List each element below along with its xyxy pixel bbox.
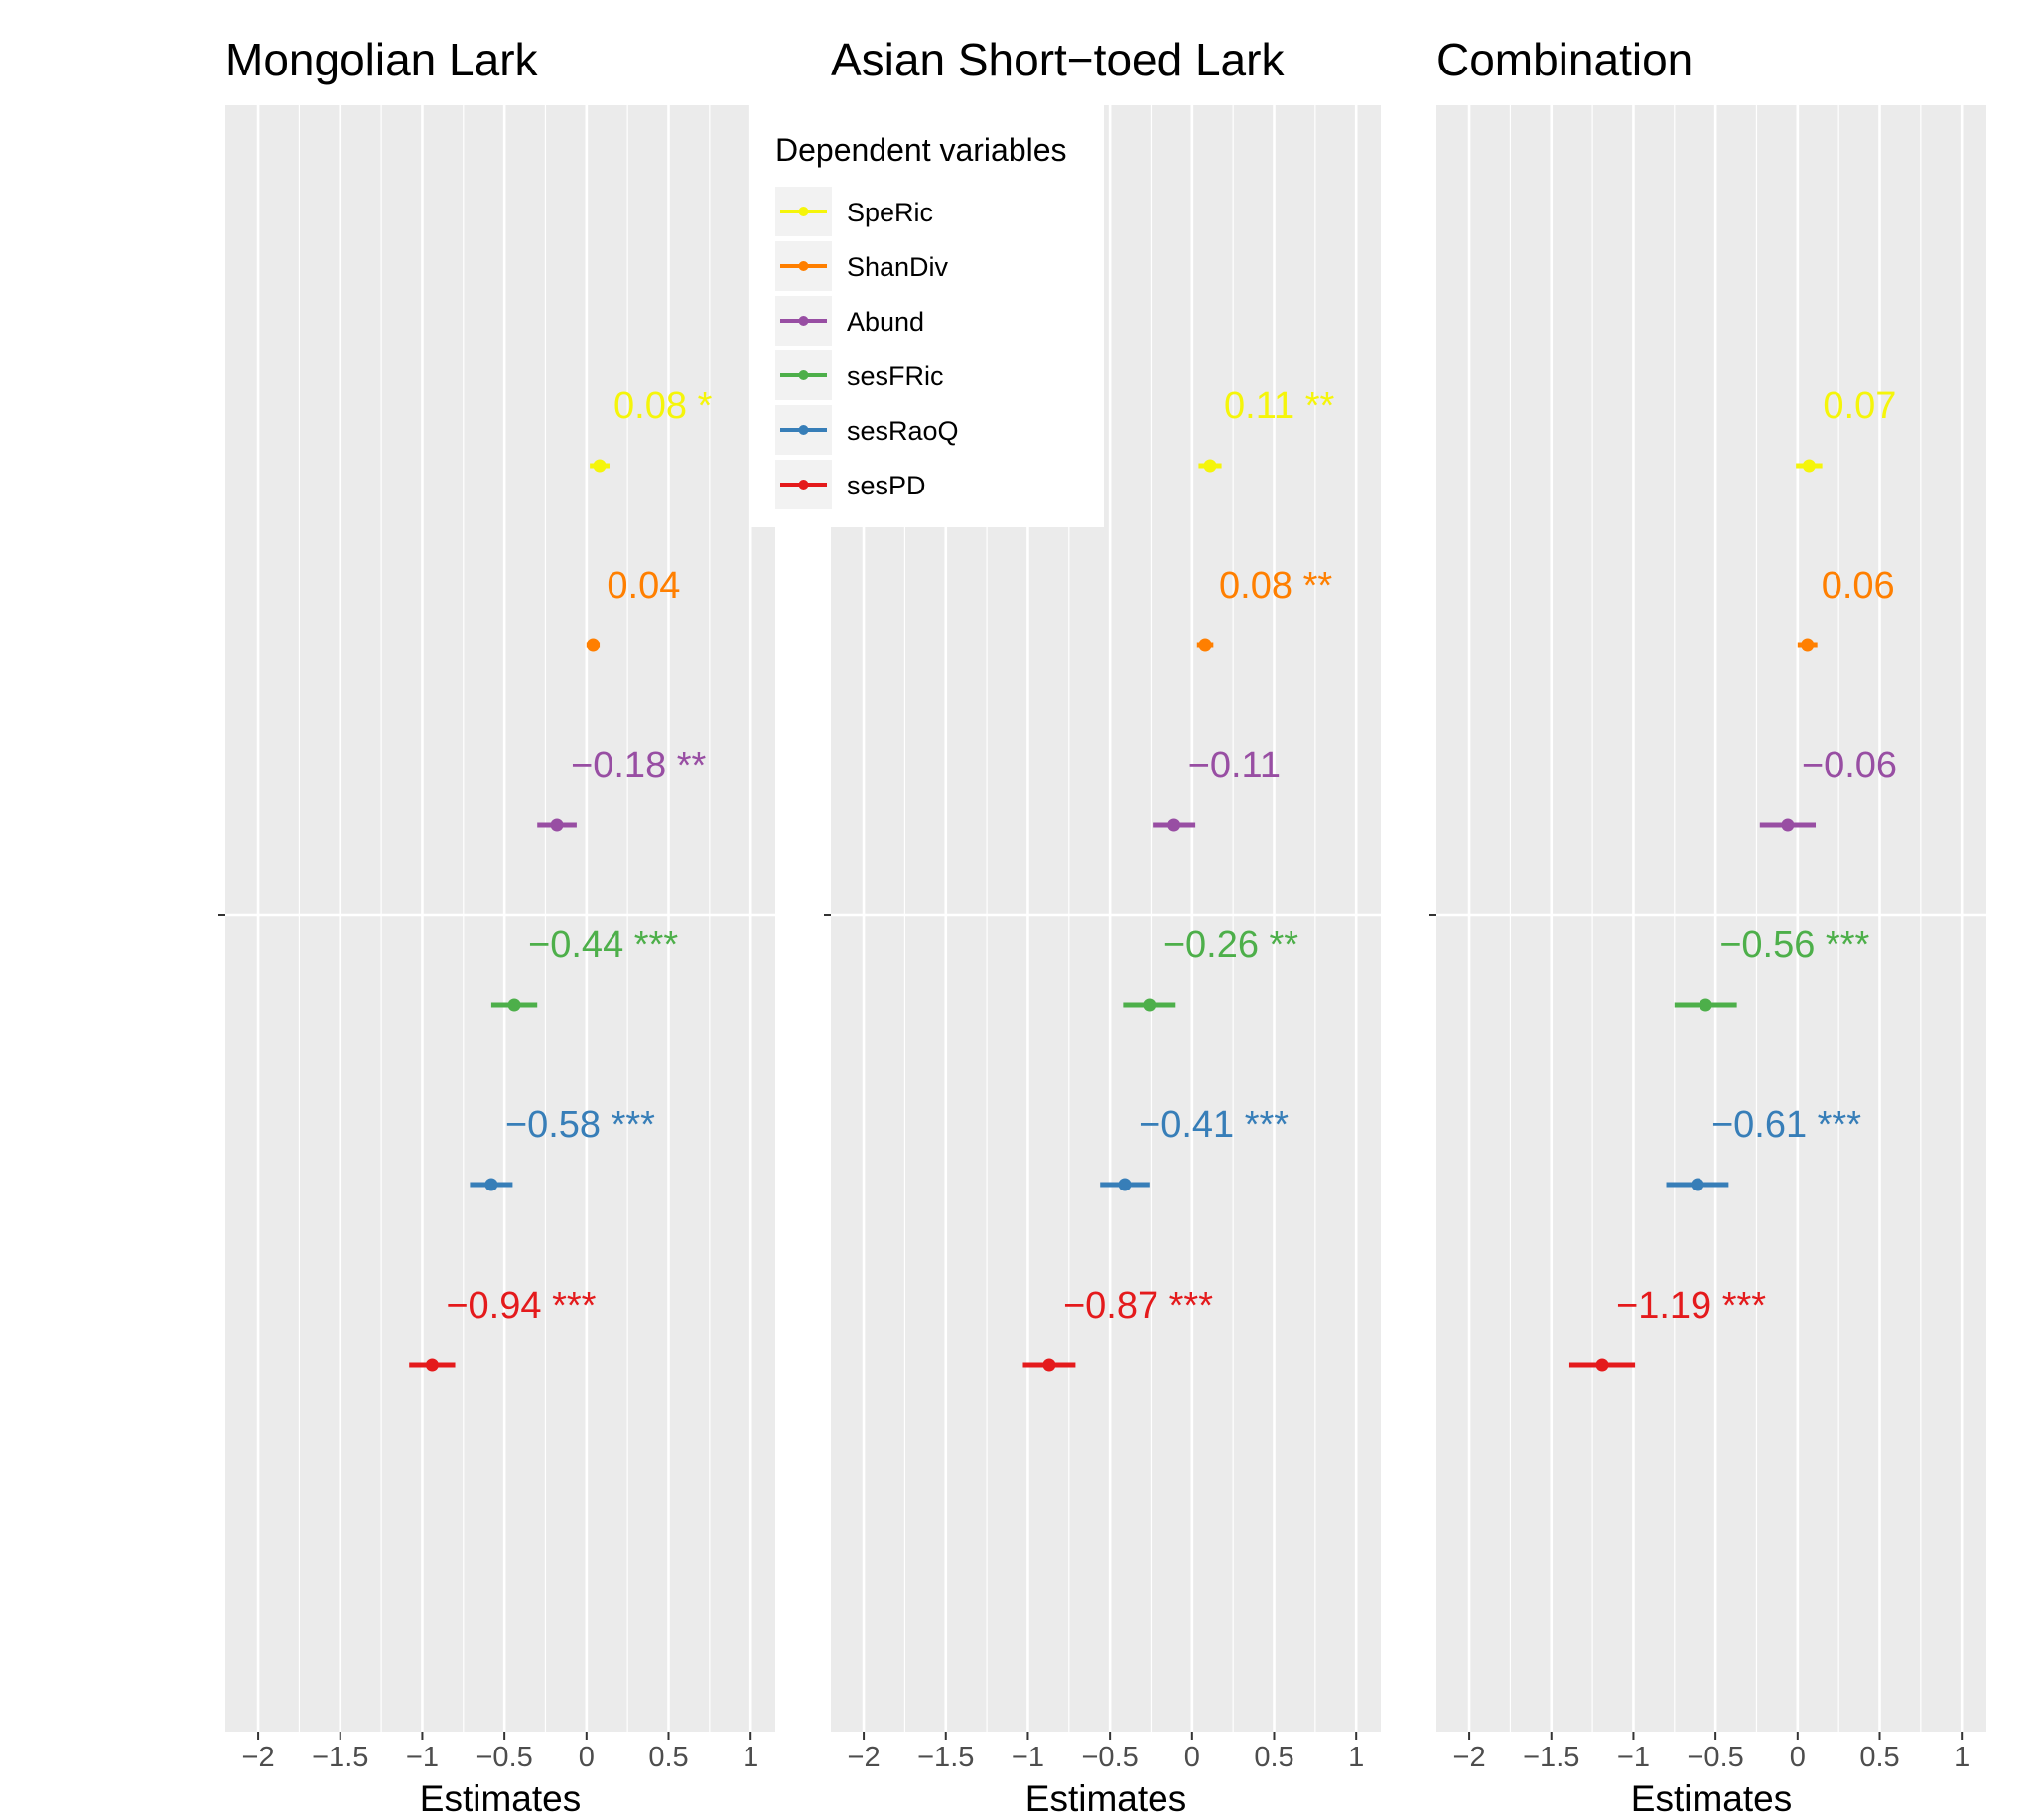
panel-background [225,105,775,1732]
legend-key-point [798,261,809,271]
x-tick-label: 1 [1348,1742,1364,1773]
point-sesraoq [1691,1178,1704,1191]
point-speric [1203,459,1217,473]
point-sesraoq [484,1178,498,1191]
x-tick-label: −0.5 [1688,1742,1744,1773]
x-tick-label: −2 [848,1742,881,1773]
legend-entry-shandiv: ShanDiv [847,252,949,282]
point-sesraoq [1118,1178,1132,1191]
x-axis-label: Estimates [1025,1778,1186,1819]
estimate-label-sesraoq: −0.41 *** [1139,1104,1289,1146]
legend-entry-sesraoq: sesRaoQ [847,416,959,446]
x-tick-label: 0 [1790,1742,1806,1773]
x-tick-label: −2 [242,1742,275,1773]
estimate-label-shandiv: 0.08 ** [1219,565,1332,607]
x-tick-label: −0.5 [1082,1742,1139,1773]
estimate-label-sespd: −1.19 *** [1616,1285,1766,1327]
x-tick-label: 0.5 [1254,1742,1293,1773]
legend-entry-abund: Abund [847,307,924,337]
point-abund [1781,818,1795,832]
estimate-label-speric: 0.08 * [613,385,713,427]
legend-title: Dependent variables [775,132,1067,168]
estimate-label-sesfric: −0.44 *** [528,924,678,966]
point-sespd [425,1358,439,1372]
panel-title: Mongolian Lark [225,34,539,85]
panel-3: −2 −1.5 −1 −0.5 0 0.5 1 Estimates Combination 0.0… [1429,34,1986,1819]
point-abund [1167,818,1181,832]
estimate-label-sesfric: −0.26 ** [1163,924,1298,966]
point-speric [1802,459,1816,473]
x-tick-label: 0 [579,1742,595,1773]
point-speric [593,459,607,473]
point-abund [550,818,564,832]
panel-1: −2 −1.5 −1 −0.5 0 0.5 1 Estimates Mongolian Lark… [218,34,775,1819]
estimate-label-abund: −0.11 [1188,745,1281,786]
legend-key-point [798,480,809,490]
legend-key-point [798,207,809,216]
legend: Dependent variables SpeRic ShanDiv Abund ses… [750,105,1104,527]
point-sesfric [1143,998,1156,1012]
legend-key-point [798,425,809,435]
x-tick-label: 0.5 [648,1742,688,1773]
estimate-label-abund: −0.18 ** [571,745,706,786]
panel-background [1436,105,1986,1732]
x-tick-label: −1 [1617,1742,1650,1773]
estimate-label-sesraoq: −0.58 *** [505,1104,655,1146]
estimate-label-sespd: −0.87 *** [1063,1285,1213,1327]
x-tick-label: −1.5 [1523,1742,1579,1773]
point-sesfric [507,998,521,1012]
panel-title: Combination [1436,34,1693,85]
legend-key-point [798,370,809,380]
x-tick-label: −1.5 [312,1742,368,1773]
legend-entry-sesfric: sesFRic [847,361,944,391]
x-tick-label: 1 [1954,1742,1970,1773]
legend-entry-speric: SpeRic [847,198,933,227]
point-sespd [1595,1358,1609,1372]
estimate-label-sesraoq: −0.61 *** [1711,1104,1861,1146]
point-sesfric [1699,998,1712,1012]
estimate-label-shandiv: 0.06 [1822,565,1895,607]
x-axis-label: Estimates [1631,1778,1792,1819]
x-tick-label: 1 [743,1742,758,1773]
x-tick-label: 0.5 [1859,1742,1899,1773]
legend-key-point [798,316,809,326]
legend-entry-sespd: sesPD [847,471,926,500]
point-shandiv [1801,638,1815,652]
point-shandiv [1198,638,1212,652]
estimate-label-speric: 0.07 [1823,385,1896,427]
estimate-label-sesfric: −0.56 *** [1719,924,1869,966]
point-sespd [1042,1358,1056,1372]
estimate-label-abund: −0.06 [1802,745,1897,786]
point-shandiv [586,638,600,652]
panel-title: Asian Short−toed Lark [831,34,1285,85]
estimate-label-sespd: −0.94 *** [446,1285,596,1327]
x-tick-label: −0.5 [476,1742,533,1773]
estimate-label-speric: 0.11 ** [1224,385,1334,427]
x-tick-label: −1 [1012,1742,1044,1773]
estimate-label-shandiv: 0.04 [607,565,680,607]
x-tick-label: −2 [1453,1742,1486,1773]
x-axis-label: Estimates [420,1778,581,1819]
x-tick-label: 0 [1184,1742,1200,1773]
x-tick-label: −1.5 [917,1742,974,1773]
x-tick-label: −1 [406,1742,439,1773]
